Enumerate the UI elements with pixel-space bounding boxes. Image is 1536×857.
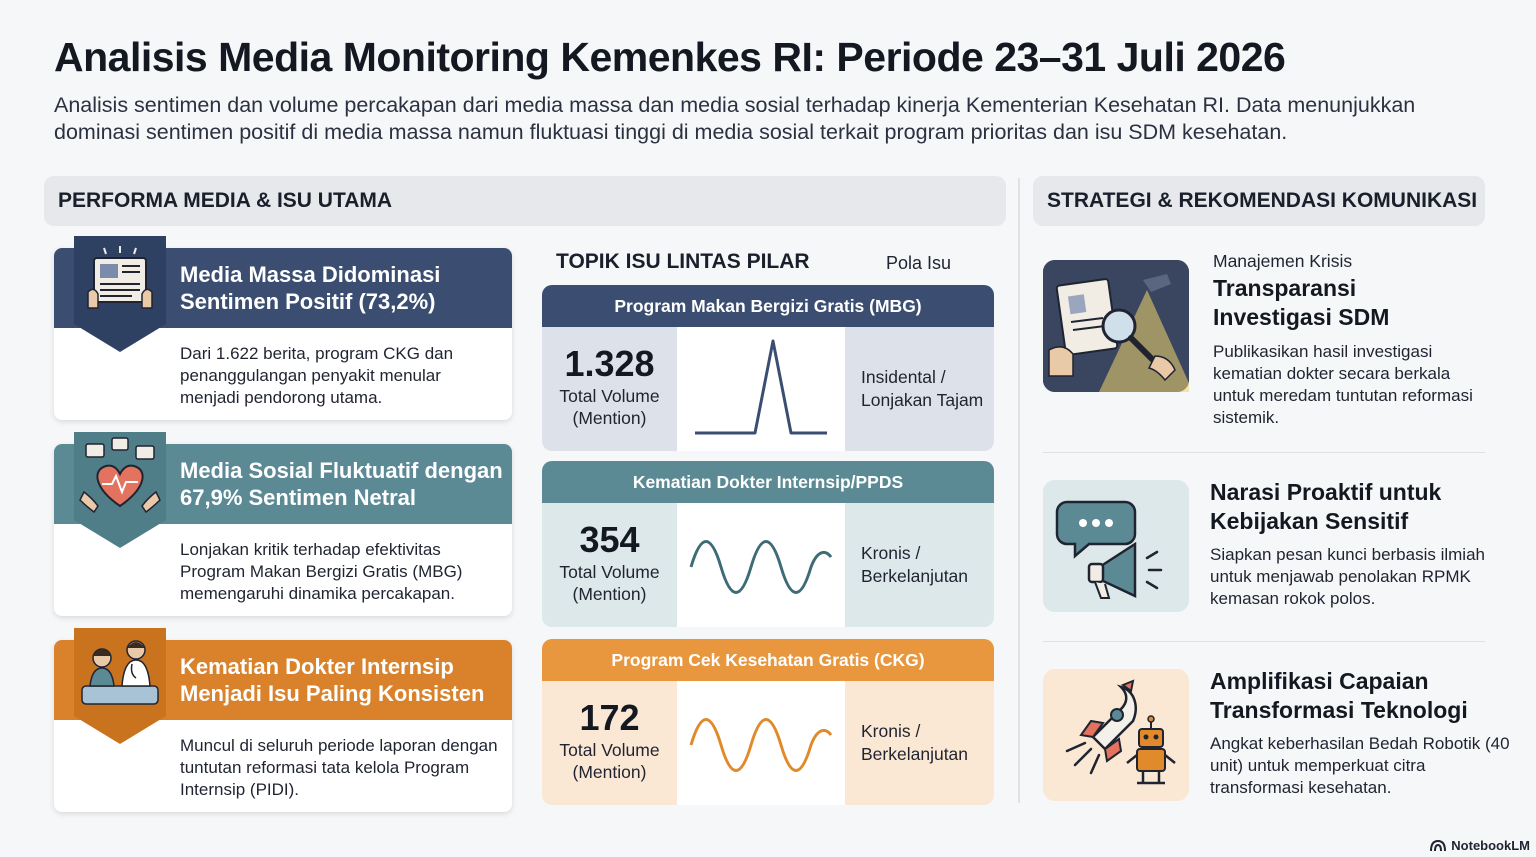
- topic-volume-label: Total Volume (Mention): [559, 562, 660, 604]
- topic-name: Kematian Dokter Internsip/PPDS: [542, 461, 994, 503]
- topic-volume-label: Total Volume (Mention): [559, 740, 660, 782]
- wave-trend-graph: [677, 503, 845, 627]
- brand-name: NotebookLM: [1451, 838, 1530, 853]
- page-title: Analisis Media Monitoring Kemenkes RI: P…: [54, 34, 1286, 80]
- strategy-title: Amplifikasi Capaian Transformasi Teknolo…: [1210, 668, 1468, 723]
- topics-title: TOPIK ISU LINTAS PILAR: [556, 250, 810, 273]
- notebooklm-logo-icon: [1430, 839, 1447, 852]
- strategy-title: Transparansi Investigasi SDM: [1213, 275, 1390, 330]
- card-body: Lonjakan kritik terhadap efektivitas Pro…: [180, 540, 463, 603]
- doctor-patient-icon: [74, 628, 166, 746]
- topic-volume: 1.328: [564, 343, 655, 384]
- section-header-strategy: STRATEGI & REKOMENDASI KOMUNIKASI: [1033, 176, 1485, 226]
- topic-card-ckg: Program Cek Kesehatan Gratis (CKG) 172 T…: [542, 639, 994, 805]
- spike-trend-graph: [677, 327, 845, 451]
- topic-name: Program Cek Kesehatan Gratis (CKG): [542, 639, 994, 681]
- strategy-label: Manajemen Krisis: [1213, 251, 1353, 271]
- megaphone-icon: [1043, 480, 1189, 612]
- strategy-body: Siapkan pesan kunci berbasis ilmiah untu…: [1210, 545, 1485, 608]
- topic-pattern: Kronis / Berkelanjutan: [845, 503, 994, 627]
- horizontal-divider: [1043, 641, 1485, 642]
- section-title: STRATEGI & REKOMENDASI KOMUNIKASI: [1047, 189, 1478, 212]
- vertical-divider: [1018, 178, 1020, 803]
- card-body: Dari 1.622 berita, program CKG dan penan…: [180, 344, 454, 407]
- magnifier-document-icon: [1043, 260, 1189, 392]
- insight-card-dokter-internsip: Kematian Dokter Internsip Menjadi Isu Pa…: [54, 628, 512, 812]
- rocket-robot-icon: [1043, 669, 1189, 801]
- strategy-title: Narasi Proaktif untuk Kebijakan Sensitif: [1210, 479, 1442, 534]
- strategy-body: Angkat keberhasilan Bedah Robotik (40 un…: [1210, 734, 1510, 797]
- horizontal-divider: [1043, 452, 1485, 453]
- newspaper-icon: [74, 236, 166, 354]
- card-body: Muncul di seluruh periode laporan dengan…: [180, 736, 498, 799]
- strategy-body: Publikasikan hasil investigasi kematian …: [1213, 342, 1473, 427]
- page-subtitle: Analisis sentimen dan volume percakapan …: [54, 93, 1416, 144]
- topic-volume-cell: 1.328 Total Volume (Mention): [542, 327, 677, 451]
- topic-pattern: Insidental / Lonjakan Tajam: [845, 327, 994, 451]
- topic-card-dokter: Kematian Dokter Internsip/PPDS 354 Total…: [542, 461, 994, 627]
- topic-card-mbg: Program Makan Bergizi Gratis (MBG) 1.328…: [542, 285, 994, 451]
- wave-trend-graph: [677, 681, 845, 805]
- section-header-performance: PERFORMA MEDIA & ISU UTAMA: [44, 176, 1006, 226]
- heart-hands-icon: [74, 432, 166, 550]
- topic-volume: 354: [579, 519, 640, 560]
- topic-volume: 172: [579, 697, 640, 738]
- topic-volume-cell: 172 Total Volume (Mention): [542, 681, 677, 805]
- insight-card-media-massa: Media Massa Didominasi Sentimen Positif …: [54, 236, 512, 420]
- topic-name: Program Makan Bergizi Gratis (MBG): [542, 285, 994, 327]
- topic-volume-cell: 354 Total Volume (Mention): [542, 503, 677, 627]
- brand-watermark: NotebookLM: [1430, 838, 1530, 853]
- insight-card-media-sosial: Media Sosial Fluktuatif dengan 67,9% Sen…: [54, 432, 512, 616]
- topic-volume-label: Total Volume (Mention): [559, 386, 660, 428]
- topic-pattern: Kronis / Berkelanjutan: [845, 681, 994, 805]
- pattern-column-label: Pola Isu: [886, 253, 952, 273]
- section-title: PERFORMA MEDIA & ISU UTAMA: [58, 189, 393, 212]
